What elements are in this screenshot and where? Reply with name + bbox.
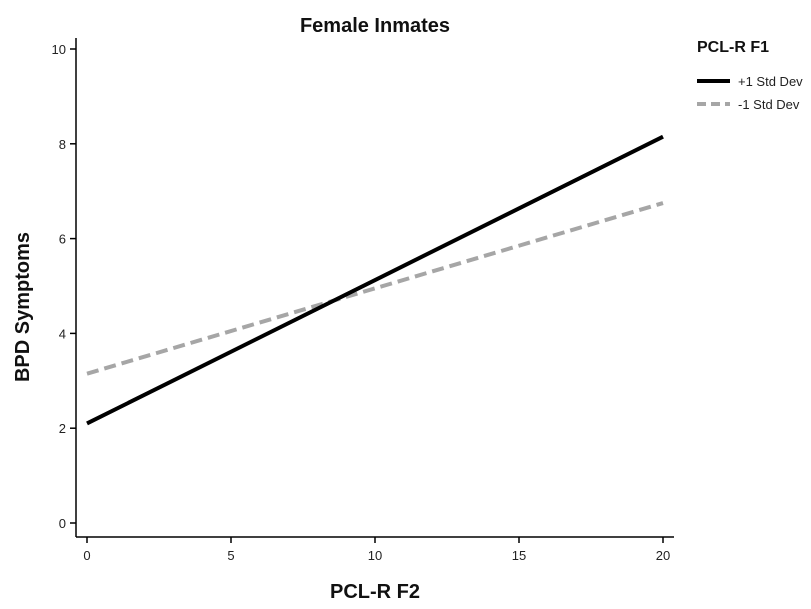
y-ticks: 0 2 4 6 8 10 (52, 42, 76, 531)
legend-items: +1 Std Dev -1 Std Dev (697, 74, 803, 112)
legend-title: PCL-R F1 (697, 39, 769, 56)
x-tick-label: 10 (368, 548, 382, 563)
series-lines (86, 134, 664, 426)
y-tick-label: 0 (59, 516, 66, 531)
plot-area: 0 2 4 6 8 10 0 5 10 15 20 (52, 38, 674, 563)
y-axis-title: BPD Symptoms (12, 232, 34, 382)
y-tick-label: 2 (59, 421, 66, 436)
chart-title: Female Inmates (300, 15, 450, 37)
x-tick-label: 20 (656, 548, 670, 563)
x-tick-label: 15 (512, 548, 526, 563)
y-tick-label: 8 (59, 137, 66, 152)
y-tick-label: 4 (59, 326, 66, 341)
x-axis-title: PCL-R F2 (330, 581, 420, 603)
x-ticks: 0 5 10 15 20 (83, 537, 670, 563)
series-line-minus-1-sd (86, 201, 664, 376)
legend-label: -1 Std Dev (738, 97, 800, 112)
y-tick-label: 6 (59, 232, 66, 247)
legend: PCL-R F1 +1 Std Dev -1 Std Dev (697, 39, 803, 112)
x-tick-label: 5 (227, 548, 234, 563)
y-tick-label: 10 (52, 42, 66, 57)
legend-label: +1 Std Dev (738, 74, 803, 89)
x-tick-label: 0 (83, 548, 90, 563)
series-line-plus-1-sd (86, 134, 664, 426)
